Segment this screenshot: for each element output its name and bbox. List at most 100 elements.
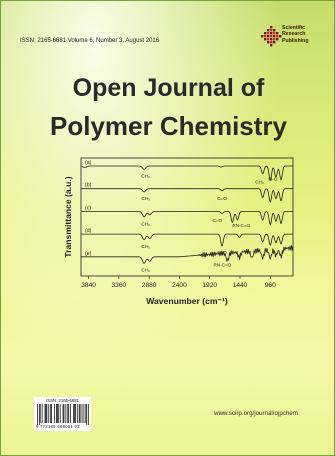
barcode-bar (76, 404, 78, 423)
publisher-line-2: Research (282, 31, 306, 38)
logo-square (270, 29, 273, 32)
publisher-name: Scientific Research Publishing (282, 25, 309, 44)
peak-annotation: CH₃ (141, 196, 150, 201)
barcode-bar (70, 404, 71, 423)
x-tick-label: 1440 (233, 282, 248, 289)
barcode-bar (86, 404, 88, 425)
x-tick-label: 2400 (172, 282, 187, 289)
issn-volume-line: ISSN: 2165-6681 Volume 6, Number 3, Augu… (20, 38, 160, 44)
logo-square (273, 38, 276, 41)
barcode-bars-icon (37, 404, 90, 425)
barcode-bar (73, 404, 74, 423)
barcode-bar (75, 404, 76, 423)
x-tick-label: 3360 (112, 282, 127, 289)
barcode-bar (62, 404, 64, 423)
barcode-bar (44, 404, 46, 423)
logo-square (270, 38, 273, 41)
barcode-bar (85, 404, 87, 423)
barcode-bar (46, 404, 48, 423)
logo-square (267, 41, 270, 44)
series-label: (d) (85, 228, 92, 234)
logo-square (270, 35, 273, 38)
barcode-bar (56, 404, 58, 423)
peak-annotation: RN-C=O (232, 223, 250, 228)
publisher-line-3: Publishing (282, 37, 309, 44)
barcode-bar (56, 404, 57, 423)
peak-annotation: Si-O (268, 177, 278, 182)
barcode-bar (51, 404, 52, 423)
series-line (80, 165, 293, 182)
barcode-bar (78, 404, 80, 423)
series-label: (b) (85, 183, 92, 189)
barcode-bar (57, 404, 59, 423)
barcode-bar (41, 404, 43, 423)
x-tick-label: 3840 (81, 282, 96, 289)
cover-header: ISSN: 2165-6681 Volume 6, Number 3, Augu… (1, 1, 335, 63)
publisher-diamond-icon (261, 26, 282, 47)
x-axis-label: Wavenumber (cm⁻¹) (146, 296, 228, 306)
logo-square (279, 35, 282, 38)
series-line (81, 244, 294, 264)
barcode-bar (59, 404, 61, 423)
peak-annotation: CH₃ (141, 267, 150, 272)
peak-annotation: RN-C=O (213, 262, 231, 267)
series-line (81, 233, 293, 247)
logo-square (276, 32, 279, 35)
barcode-bar (65, 404, 67, 423)
logo-square (267, 29, 270, 32)
series-label: (c) (85, 205, 91, 211)
logo-square (276, 35, 279, 38)
x-tick-label: 960 (265, 282, 276, 289)
journal-title-line-1: Open Journal of (72, 74, 265, 102)
logo-square (264, 35, 267, 38)
barcode-bar (68, 404, 70, 423)
series-label: (e) (85, 251, 92, 257)
logo-square (264, 38, 267, 41)
barcode-bar (39, 404, 41, 423)
logo-square (267, 38, 270, 41)
x-tick-label: 2880 (142, 282, 157, 289)
ir-spectrum-chart: 3840 3360 2880 2400 1920 1440 960 Wavenumber (c… (63, 157, 294, 306)
peak-annotation: CH₃ (141, 173, 150, 178)
logo-square (273, 35, 276, 38)
barcode-bar (81, 404, 83, 423)
barcode-bar (37, 404, 38, 425)
logo-square (270, 41, 273, 44)
journal-url[interactable]: www.scirp.org/journal/ojpchem (214, 410, 298, 417)
chart-frame (80, 157, 294, 277)
series-line (81, 211, 293, 226)
barcode-bar (38, 404, 40, 425)
barcode-bar (67, 404, 69, 423)
logo-square (273, 29, 276, 32)
barcode-digits: 9 772165 668001 03 (36, 424, 80, 429)
barcode-issn: ISSN: 2165-6681 (46, 398, 79, 403)
barcode-bar (45, 404, 47, 423)
logo-square (261, 35, 264, 38)
peak-annotation: CH₃ (255, 179, 264, 184)
logo-square (270, 44, 273, 47)
y-axis-label: Transmittance (a.u.) (63, 176, 73, 257)
logo-square (270, 32, 273, 35)
barcode-bar (74, 404, 75, 423)
barcode-bar (79, 404, 81, 423)
journal-title-line-2: Polymer Chemistry (50, 111, 287, 141)
series-label: (a) (85, 160, 92, 166)
publisher-logo[interactable]: Scientific Research Publishing (261, 23, 329, 53)
logo-square (267, 32, 270, 35)
logo-square (270, 26, 273, 29)
barcode-bar (83, 404, 85, 423)
barcode-bar (88, 404, 90, 425)
peak-annotation: CH₃ (141, 244, 150, 249)
peak-annotation: CH₃ (141, 221, 150, 226)
publisher-line-1: Scientific (282, 25, 306, 31)
peak-annotation: C=O (212, 218, 222, 223)
barcode: ISSN: 2165-6681 9 772165 668001 03 (34, 397, 91, 431)
barcode-bar (63, 404, 65, 423)
logo-square (267, 35, 270, 38)
logo-square (273, 41, 276, 44)
peak-annotation: C=O (217, 196, 227, 201)
series-line (81, 188, 293, 203)
logo-square (276, 38, 279, 41)
logo-square (273, 32, 276, 35)
